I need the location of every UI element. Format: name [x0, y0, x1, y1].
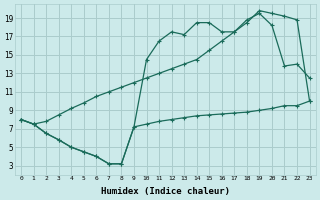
- X-axis label: Humidex (Indice chaleur): Humidex (Indice chaleur): [101, 187, 230, 196]
